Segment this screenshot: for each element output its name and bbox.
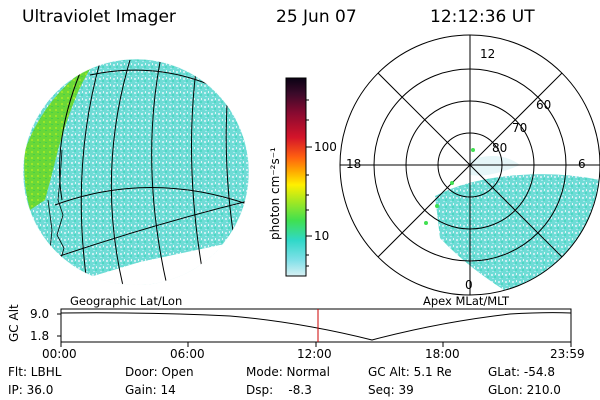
- colorbar: [285, 77, 312, 277]
- footer-gain: Gain: 14: [125, 383, 176, 397]
- left-panel-caption: Geographic Lat/Lon: [70, 294, 183, 308]
- footer-glon: GLon: 210.0: [488, 383, 561, 397]
- colorbar-tick-100: 100: [314, 140, 337, 154]
- mlt-label-18: 18: [346, 157, 362, 171]
- altitude-ytick-1-8: 1.8: [30, 329, 50, 343]
- mlt-label-6: 6: [578, 157, 586, 171]
- footer-dsp: Dsp: -8.3: [246, 383, 312, 397]
- altitude-xtick-0000: 00:00: [42, 347, 77, 361]
- lat-label-60: 60: [536, 98, 552, 112]
- altitude-plot: [57, 308, 572, 347]
- right-panel-caption: Apex MLat/MLT: [423, 294, 510, 308]
- time-label: 12:12:36 UT: [430, 7, 535, 27]
- mlt-label-0: 0: [465, 278, 473, 292]
- lat-label-80: 80: [492, 141, 508, 155]
- footer-glat: GLat: -54.8: [488, 365, 555, 379]
- altitude-xtick-2359: 23:59: [550, 347, 585, 361]
- instrument-title: Ultraviolet Imager: [22, 7, 176, 27]
- geographic-image: [23, 59, 249, 285]
- lat-label-70: 70: [512, 121, 528, 135]
- mlt-label-12: 12: [480, 47, 496, 61]
- altitude-ytick-9: 9.0: [30, 307, 50, 321]
- altitude-ylabel: GC Alt: [7, 304, 21, 342]
- altitude-xtick-1800: 18:00: [425, 347, 460, 361]
- footer-door: Door: Open: [125, 365, 194, 379]
- polar-plot: [339, 34, 600, 296]
- altitude-xtick-1200: 12:00: [297, 347, 332, 361]
- date-label: 25 Jun 07: [276, 7, 357, 27]
- footer-mode: Mode: Normal: [246, 365, 330, 379]
- footer-seq: Seq: 39: [368, 383, 414, 397]
- colorbar-tick-10: 10: [314, 229, 330, 243]
- altitude-xtick-0600: 06:00: [170, 347, 205, 361]
- footer-ip: IP: 36.0: [8, 383, 54, 397]
- footer-filter: Flt: LBHL: [8, 365, 62, 379]
- footer-gc-alt: GC Alt: 5.1 Re: [368, 365, 452, 379]
- colorbar-unit-label: photon cm⁻²s⁻¹: [268, 147, 282, 240]
